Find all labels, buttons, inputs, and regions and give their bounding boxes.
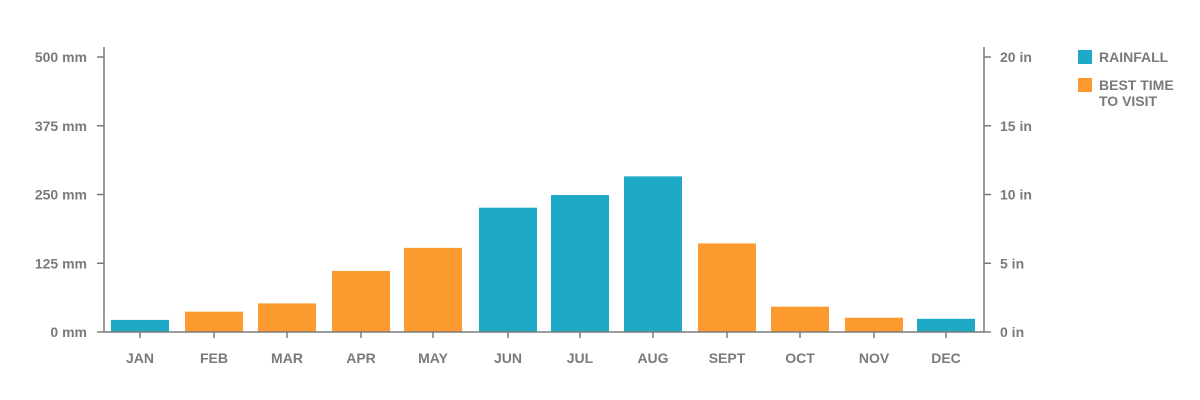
bar-apr: [332, 270, 390, 332]
axes-group: [103, 47, 985, 333]
bar-jul: [551, 195, 609, 332]
bar-sept: [698, 243, 756, 332]
legend-swatch-rainfall: [1078, 50, 1092, 64]
x-tick-label: MAR: [271, 350, 303, 366]
bar-oct: [771, 306, 829, 332]
y-tick-label-right: 15 in: [1000, 118, 1032, 134]
x-tick-label: OCT: [785, 350, 815, 366]
x-tick-label: JUN: [494, 350, 522, 366]
legend-label-best: TO VISIT: [1099, 93, 1158, 109]
x-tick-label: DEC: [931, 350, 961, 366]
x-tick-label: JAN: [126, 350, 154, 366]
legend-swatch-best: [1078, 78, 1092, 92]
y-tick-label-left: 0 mm: [50, 324, 87, 340]
x-tick-label: NOV: [859, 350, 890, 366]
bar-jun: [479, 207, 537, 332]
x-tick-label: FEB: [200, 350, 228, 366]
bar-may: [404, 247, 462, 332]
bar-dec: [917, 318, 975, 332]
x-tick-label: JUL: [567, 350, 594, 366]
y-ticks-left: 500 mm 375 mm 250 mm 125 mm 0 mm: [35, 49, 104, 340]
bar-mar: [258, 303, 316, 332]
legend-label-best: BEST TIME: [1099, 77, 1174, 93]
bar-feb: [185, 311, 243, 332]
legend-label-rainfall: RAINFALL: [1099, 49, 1169, 65]
bar-aug: [624, 176, 682, 332]
x-tick-label: APR: [346, 350, 376, 366]
x-tick-label: SEPT: [709, 350, 746, 366]
y-ticks-right: 20 in 15 in 10 in 5 in 0 in: [984, 49, 1032, 340]
x-tick-labels: JAN FEB MAR APR MAY JUN JUL AUG SEPT OCT NOV DEC: [126, 332, 961, 366]
bar-nov: [845, 317, 903, 332]
x-tick-label: AUG: [637, 350, 668, 366]
y-tick-label-right: 20 in: [1000, 49, 1032, 65]
bar-jan: [111, 319, 169, 332]
bars-group: [111, 176, 975, 332]
x-tick-label: MAY: [418, 350, 448, 366]
y-tick-label-right: 5 in: [1000, 255, 1024, 271]
y-tick-label-left: 125 mm: [35, 255, 87, 271]
y-tick-label-left: 500 mm: [35, 49, 87, 65]
y-tick-label-right: 0 in: [1000, 324, 1024, 340]
y-tick-label-left: 250 mm: [35, 187, 87, 203]
y-tick-label-left: 375 mm: [35, 118, 87, 134]
y-tick-label-right: 10 in: [1000, 187, 1032, 203]
